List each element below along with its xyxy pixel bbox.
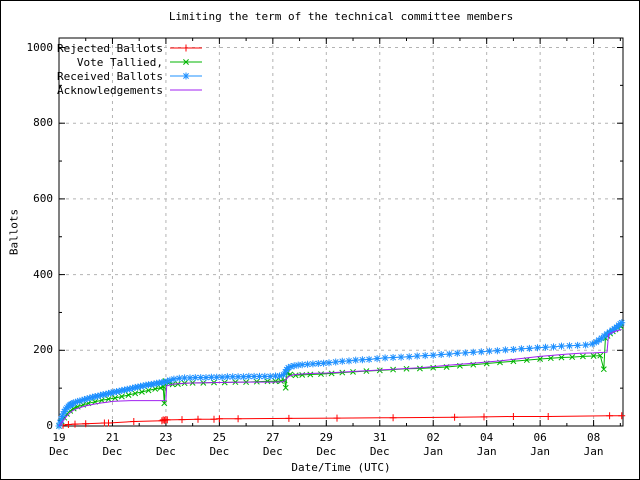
legend-label: Acknowledgements [57,83,163,97]
legend-line [170,44,202,52]
legend-label: Rejected Ballots [57,41,163,55]
legend-sample [170,44,202,52]
y-tick-label: 1000 [26,40,54,54]
legend-item-vote-tallied: Vote Tallied, [51,55,203,69]
x-tick-label-month: Dec [102,445,123,458]
y-tick-label: 600 [33,191,53,205]
x-tick-label-day: 27 [266,431,280,444]
legend-item-acknowledgements: Acknowledgements [51,83,203,97]
y-tick-label: 400 [33,267,53,281]
legend-label: Vote Tallied, [76,55,163,69]
x-tick-label-day: 08 [586,431,601,444]
x-tick-label-month: Jan [583,445,604,458]
y-tick-label: 800 [33,116,53,130]
legend-item-received-ballots: Received Ballots [51,69,203,83]
x-tick-label-month: Dec [209,445,230,458]
legend-label: Received Ballots [57,69,163,83]
series-line-vote-tallied [58,326,622,427]
x-tick-label-month: Dec [262,445,283,458]
x-tick-label-day: 02 [426,431,440,444]
x-tick-label-day: 21 [105,431,120,444]
x-tick-label-day: 04 [480,431,494,444]
series-markers-vote-tallied [56,323,624,429]
x-tick-label-day: 25 [212,431,226,444]
legend-sample [170,89,202,91]
legend-line [170,72,202,80]
x-tick-label-month: Dec [316,445,337,458]
legend: Rejected Ballots Vote Tallied, Received Ba… [51,41,203,97]
series-line-rejected-ballots [58,415,622,427]
x-tick-label-day: 31 [373,431,387,444]
chart-title: Limiting the term of the technical commi… [168,10,514,23]
legend-sample [170,59,202,65]
x-tick-label-month: Dec [155,445,176,458]
legend-line [170,59,202,65]
x-tick-label-month: Jan [476,445,497,458]
x-tick-label-day: 29 [319,431,333,444]
plot-border [58,37,624,427]
legend-item-rejected-ballots: Rejected Ballots [51,41,203,55]
series-line-acknowledgements [58,329,622,427]
y-tick-label: 0 [46,419,53,432]
y-tick-label: 200 [33,343,53,357]
x-axis-label: Date/Time (UTC) [291,461,391,474]
x-tick-label-month: Dec [49,445,69,458]
x-tick-label-day: 19 [52,431,66,444]
x-tick-label-month: Jan [530,445,551,458]
x-tick-label-month: Jan [423,445,444,458]
y-axis-label: Ballots [7,208,21,256]
x-tick-label-month: Dec [369,445,390,458]
legend-sample [170,72,202,80]
x-tick-label-day: 23 [159,431,173,444]
x-tick-label-day: 06 [533,431,547,444]
